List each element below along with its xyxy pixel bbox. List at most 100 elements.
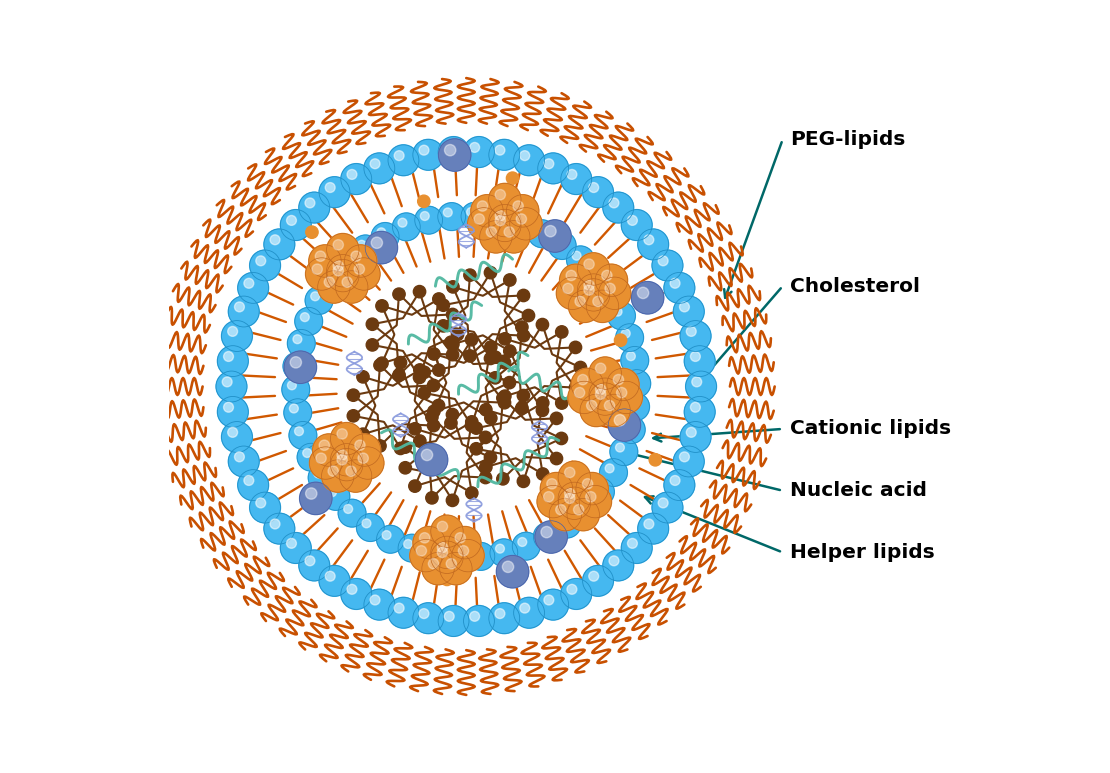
Circle shape [337,429,347,439]
Circle shape [504,345,516,357]
Circle shape [326,254,359,287]
Circle shape [431,515,463,547]
Circle shape [437,547,447,557]
Text: PEG-lipids: PEG-lipids [790,130,906,149]
Circle shape [319,177,350,208]
Circle shape [598,277,630,309]
Circle shape [561,164,592,195]
Circle shape [609,198,619,208]
Circle shape [324,277,334,288]
Text: Helper lipids: Helper lipids [790,543,935,562]
Circle shape [495,608,505,618]
Circle shape [551,452,563,465]
Circle shape [346,466,356,476]
Circle shape [690,352,700,362]
Circle shape [470,422,483,434]
Circle shape [222,421,252,452]
Circle shape [627,398,636,407]
Circle shape [450,548,458,557]
Circle shape [541,526,553,538]
Circle shape [658,256,668,266]
Circle shape [426,492,438,504]
Circle shape [498,356,511,369]
Circle shape [287,381,296,390]
Circle shape [427,420,440,432]
Circle shape [426,546,435,554]
Circle shape [523,309,535,322]
Circle shape [516,402,528,414]
Circle shape [305,257,337,290]
Circle shape [595,389,606,400]
Circle shape [295,308,323,335]
Circle shape [519,151,529,161]
Circle shape [393,288,405,301]
Circle shape [341,578,372,609]
Circle shape [473,548,482,557]
Circle shape [365,231,397,264]
Circle shape [565,467,575,478]
Circle shape [686,371,716,402]
Circle shape [218,397,249,427]
Circle shape [437,543,447,553]
Circle shape [400,461,412,474]
Circle shape [480,461,492,473]
Circle shape [313,434,345,466]
Circle shape [342,277,352,288]
Circle shape [325,571,335,581]
Circle shape [566,271,576,281]
Circle shape [264,229,295,260]
Circle shape [305,556,315,566]
Circle shape [584,280,594,291]
Circle shape [223,352,233,362]
Circle shape [496,392,509,404]
Circle shape [334,250,362,278]
Circle shape [488,183,521,216]
Circle shape [566,246,594,274]
Circle shape [559,264,592,297]
Circle shape [556,325,568,338]
Circle shape [264,513,295,544]
Circle shape [684,346,715,376]
Circle shape [427,380,440,392]
Circle shape [674,296,704,327]
Circle shape [229,296,260,327]
Circle shape [490,210,498,220]
Circle shape [414,364,426,376]
Circle shape [270,519,280,529]
Circle shape [311,292,320,301]
Circle shape [484,205,512,233]
Circle shape [366,339,379,351]
Circle shape [347,389,360,401]
Circle shape [512,216,521,225]
Circle shape [458,546,468,556]
Circle shape [290,404,299,413]
Circle shape [595,363,606,373]
Circle shape [255,256,265,266]
Circle shape [604,400,615,410]
Circle shape [437,203,465,230]
Circle shape [602,271,612,281]
Circle shape [377,228,386,237]
Circle shape [513,533,541,560]
Circle shape [331,448,363,481]
Circle shape [595,384,606,394]
Circle shape [422,553,454,585]
Circle shape [281,209,311,240]
Circle shape [244,475,254,485]
Circle shape [333,240,343,250]
Circle shape [437,299,450,312]
Circle shape [568,290,601,322]
Circle shape [623,369,650,397]
Circle shape [603,192,634,223]
Circle shape [438,139,471,172]
Circle shape [382,530,391,540]
Circle shape [637,288,648,298]
Circle shape [484,352,496,365]
Circle shape [518,537,527,547]
Circle shape [324,273,333,281]
Circle shape [506,172,518,184]
Circle shape [623,421,632,430]
Circle shape [222,377,232,386]
Circle shape [486,226,496,237]
Circle shape [383,304,445,366]
